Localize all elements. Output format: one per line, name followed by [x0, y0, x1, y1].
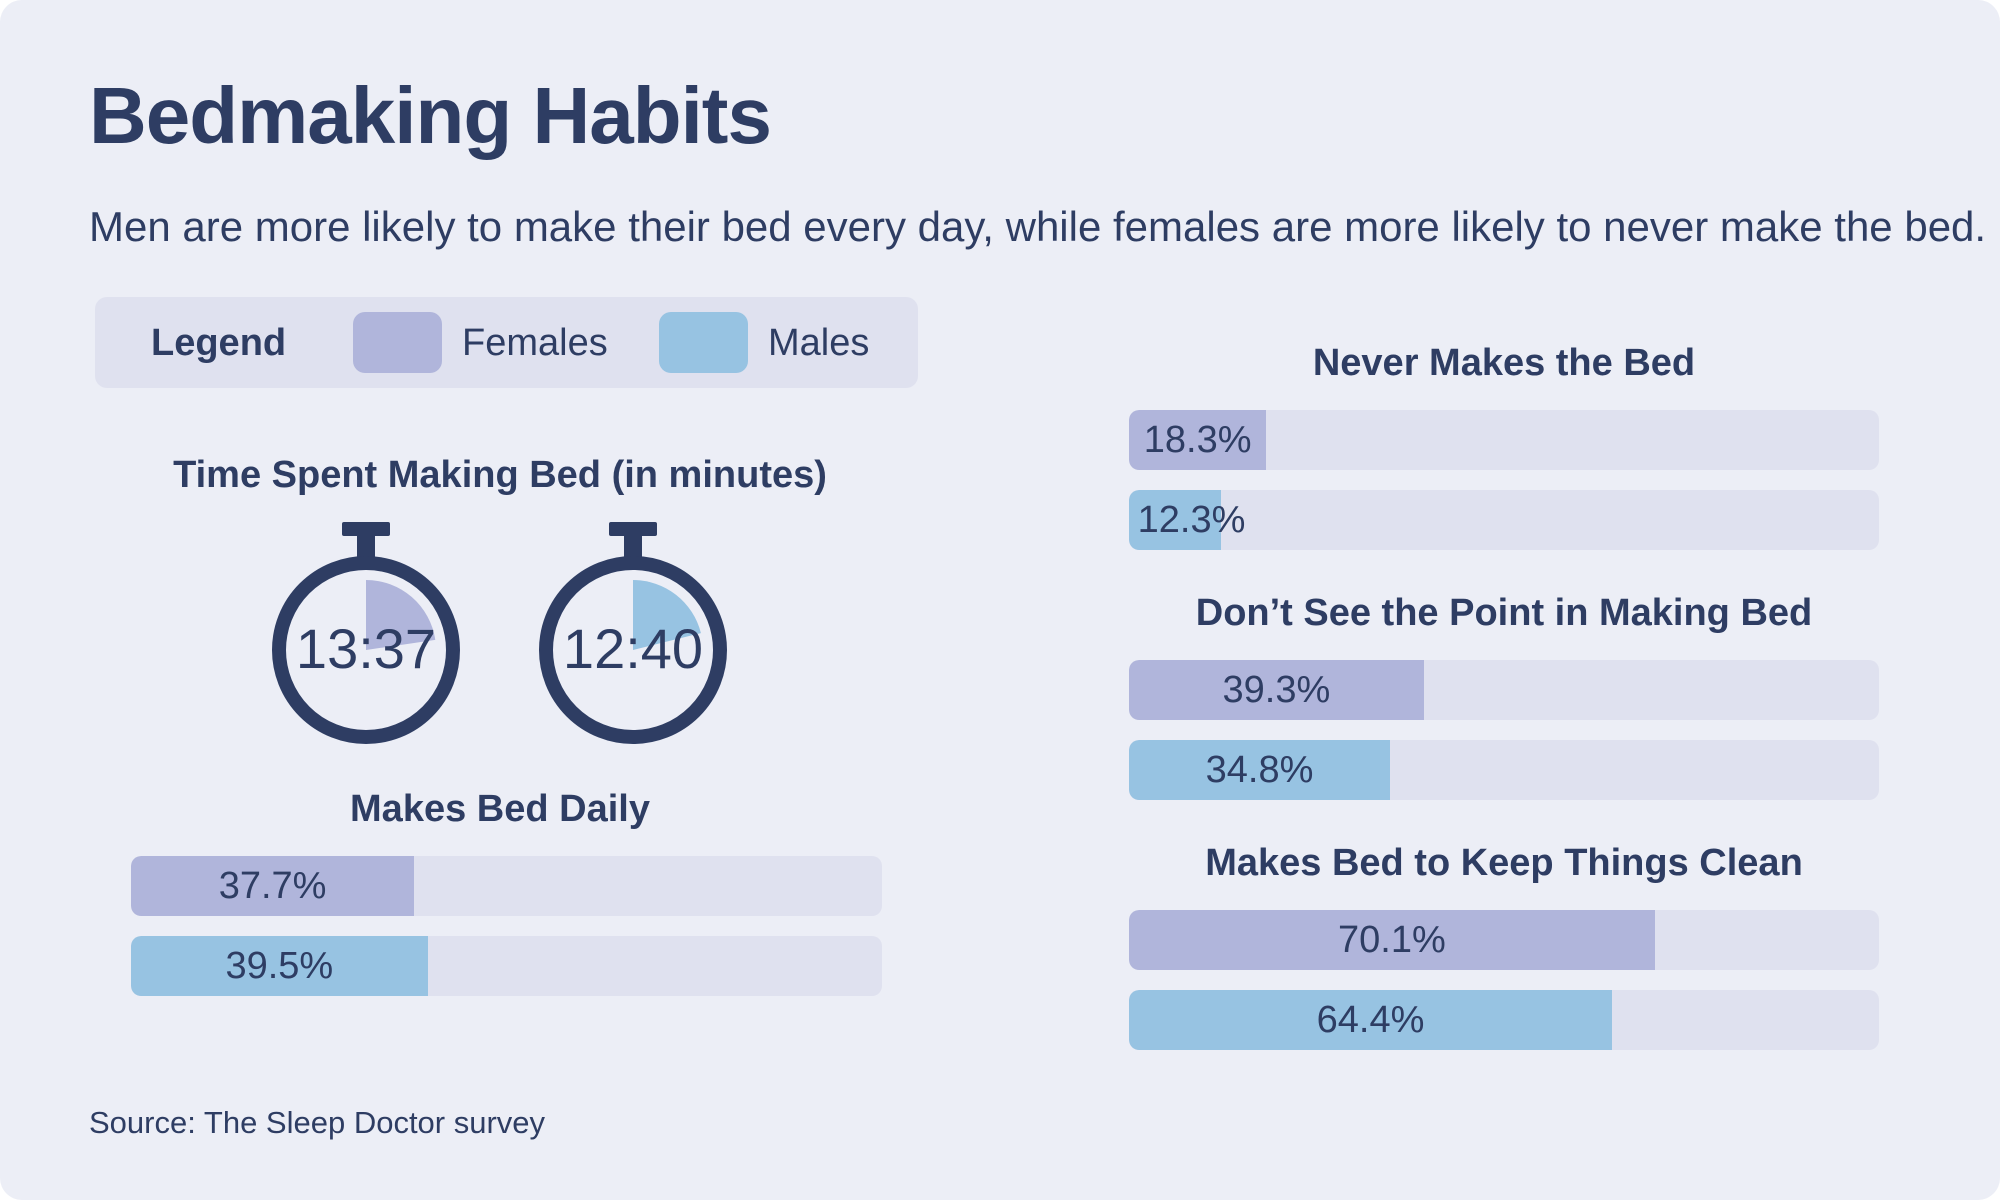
section-title-makes-bed-daily: Makes Bed Daily	[350, 788, 650, 830]
legend-title: Legend	[151, 322, 287, 364]
stopwatch-wedge-females	[366, 580, 436, 650]
section-title-time-spent: Time Spent Making Bed (in minutes)	[173, 454, 827, 496]
legend: Legend Females Males	[95, 297, 918, 388]
bar-label-keep-clean-males: 64.4%	[1316, 999, 1425, 1041]
section-title-dont-see-point: Don’t See the Point in Making Bed	[1195, 592, 1813, 634]
bar-label-never-makes-bed-males: 12.3%	[1137, 499, 1246, 541]
stopwatch-wedge-males	[633, 580, 701, 650]
bar-track-makes-bed-daily-males: 39.5%	[131, 936, 882, 996]
bar-track-dont-see-point-males: 34.8%	[1129, 740, 1879, 800]
bar-never-makes-bed-males	[1129, 490, 1222, 550]
bar-keep-clean-females	[1129, 910, 1655, 970]
legend-label-females: Females	[462, 322, 608, 364]
stopwatch-females: 13:37	[272, 522, 460, 744]
stopwatch-stem	[357, 534, 375, 562]
stopwatch-ring	[539, 556, 727, 744]
section-title-keep-clean: Makes Bed to Keep Things Clean	[1205, 842, 1803, 884]
legend-label-males: Males	[768, 322, 870, 364]
section-title-never-makes-bed: Never Makes the Bed	[1312, 342, 1696, 384]
bar-track-dont-see-point-females: 39.3%	[1129, 660, 1879, 720]
bar-label-makes-bed-daily-females: 37.7%	[218, 865, 327, 907]
bar-dont-see-point-females	[1129, 660, 1424, 720]
bar-label-never-makes-bed-females: 18.3%	[1143, 419, 1252, 461]
bar-makes-bed-daily-females	[131, 856, 415, 916]
bar-makes-bed-daily-males	[131, 936, 428, 996]
page-subtitle: Men are more likely to make their bed ev…	[89, 203, 1987, 250]
source-note: Source: The Sleep Doctor survey	[89, 1105, 546, 1140]
bar-track-makes-bed-daily-females: 37.7%	[131, 856, 882, 916]
stopwatch-males: 12:40	[539, 522, 727, 744]
bar-never-makes-bed-females	[1129, 410, 1267, 470]
stopwatch-time-males: 12:40	[563, 617, 703, 680]
bar-track-keep-clean-females: 70.1%	[1129, 910, 1879, 970]
stopwatch-stem	[624, 534, 642, 562]
stopwatch-crown	[609, 522, 657, 536]
stopwatch-ring	[272, 556, 460, 744]
bar-label-keep-clean-females: 70.1%	[1338, 919, 1446, 961]
bar-track-keep-clean-males: 64.4%	[1129, 990, 1879, 1050]
stopwatch-crown	[342, 522, 390, 536]
bar-track-never-makes-bed-males: 12.3%	[1129, 490, 1879, 550]
bar-track-never-makes-bed-females: 18.3%	[1129, 410, 1879, 470]
page-title: Bedmaking Habits	[89, 71, 772, 160]
stopwatch-time-females: 13:37	[296, 617, 436, 680]
bar-keep-clean-males	[1129, 990, 1612, 1050]
bar-label-makes-bed-daily-males: 39.5%	[225, 945, 334, 987]
bar-label-dont-see-point-males: 34.8%	[1205, 749, 1314, 791]
bar-label-dont-see-point-females: 39.3%	[1222, 669, 1331, 711]
legend-swatch-females	[353, 312, 442, 373]
bar-dont-see-point-males	[1129, 740, 1390, 800]
legend-swatch-males	[659, 312, 748, 373]
